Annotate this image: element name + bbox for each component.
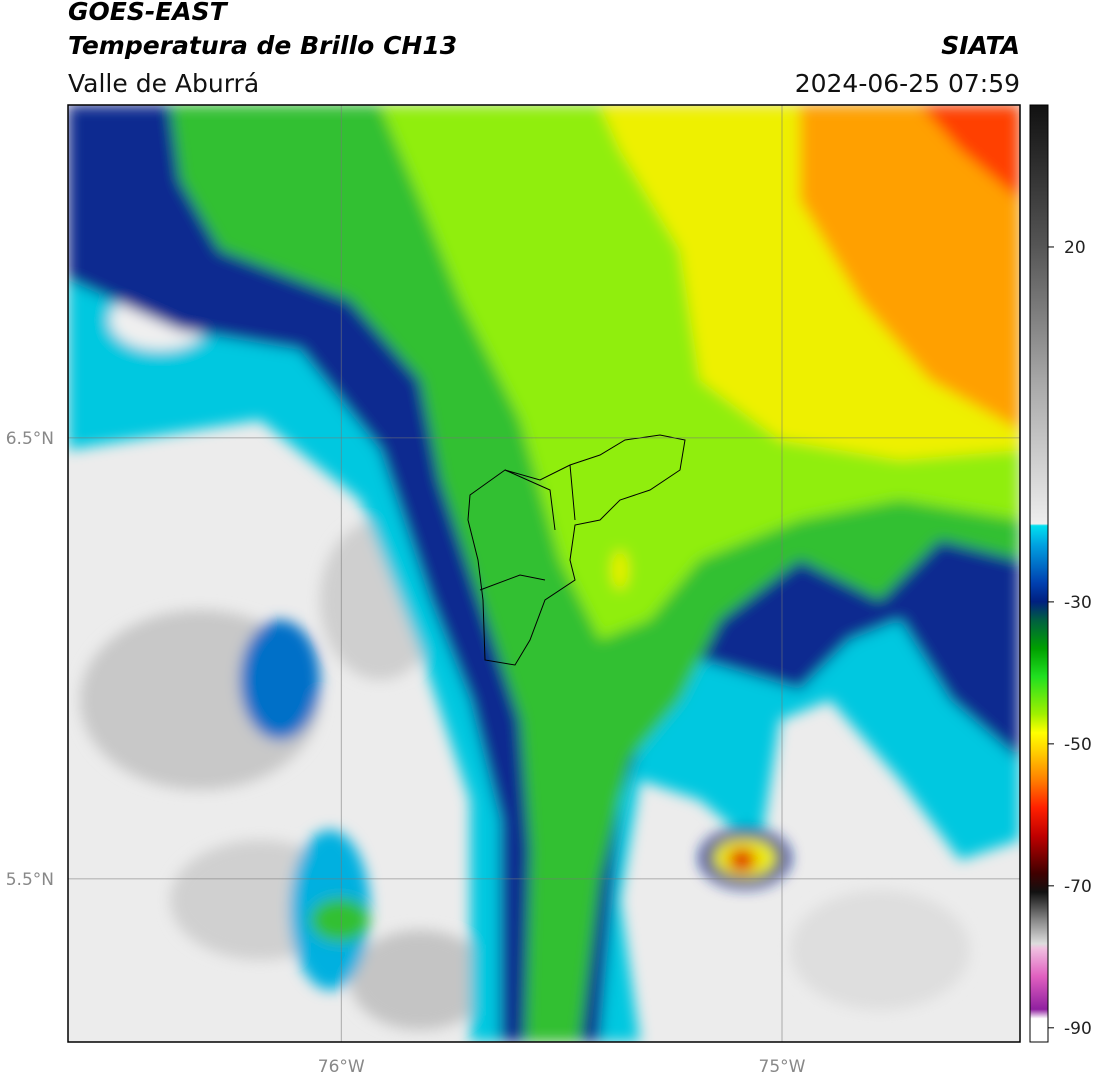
map-frame	[67, 104, 1021, 1043]
colorbar	[1029, 104, 1049, 1043]
colorbar-tick-label: -90	[1064, 1019, 1092, 1039]
colorbar-tick-label: -50	[1064, 735, 1092, 755]
timestamp: 2024-06-25 07:59	[795, 69, 1020, 98]
y-tick-label: 6.5°N	[6, 429, 54, 449]
colorbar-tick-label: 20	[1064, 238, 1086, 258]
colorbar-tick-label: -70	[1064, 877, 1092, 897]
region: Valle de Aburrá	[68, 69, 259, 98]
x-tick-label: 75°W	[759, 1057, 806, 1077]
x-tick-label: 76°W	[318, 1057, 365, 1077]
title: GOES-EAST	[68, 0, 229, 26]
source: SIATA	[941, 31, 1020, 60]
graticule	[68, 105, 1020, 1042]
subtitle: Temperatura de Brillo CH13	[68, 31, 457, 60]
y-tick-label: 5.5°N	[6, 870, 54, 890]
colorbar-tick-label: -30	[1064, 593, 1092, 613]
satellite-image	[68, 105, 1020, 1042]
